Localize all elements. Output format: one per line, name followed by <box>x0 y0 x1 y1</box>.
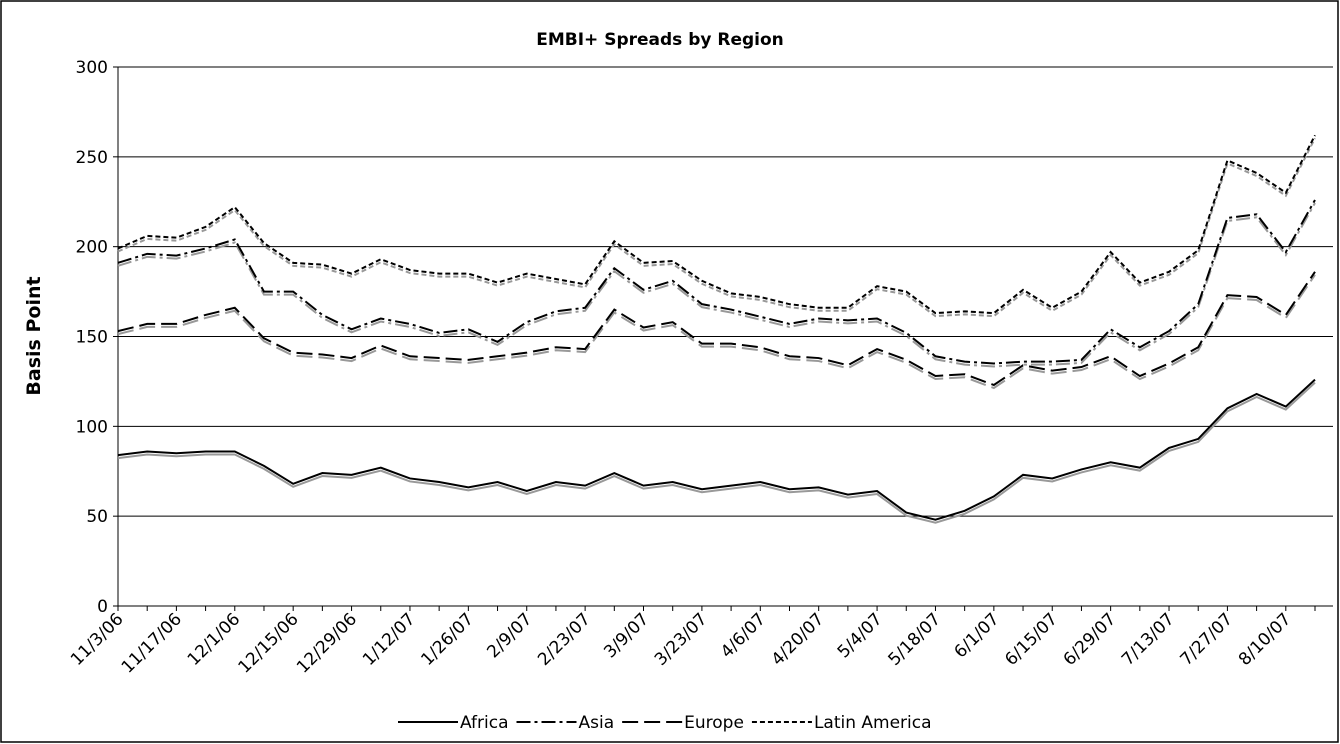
series-line <box>117 199 1316 365</box>
y-tick-label: 50 <box>86 507 108 527</box>
line-shadow <box>117 137 1316 318</box>
legend-label: Africa <box>460 713 509 733</box>
chart-title: EMBI+ Spreads by Region <box>536 30 784 50</box>
series-line <box>117 271 1316 387</box>
legend-label: Europe <box>684 713 744 733</box>
legend-label: Asia <box>579 713 615 733</box>
y-tick-label: 250 <box>76 148 108 168</box>
y-tick-label: 200 <box>76 238 108 258</box>
y-tick-label: 300 <box>76 58 108 78</box>
line-shadow <box>117 274 1316 390</box>
y-tick-label: 0 <box>97 597 108 617</box>
series-line <box>117 134 1316 315</box>
line-shadow <box>117 202 1316 368</box>
y-axis-label: Basis Point <box>23 276 45 395</box>
series-line <box>117 378 1316 521</box>
y-tick-label: 150 <box>76 328 108 348</box>
y-tick-label: 100 <box>76 417 108 437</box>
line-shadow <box>117 381 1316 524</box>
legend-label: Latin America <box>814 713 932 733</box>
